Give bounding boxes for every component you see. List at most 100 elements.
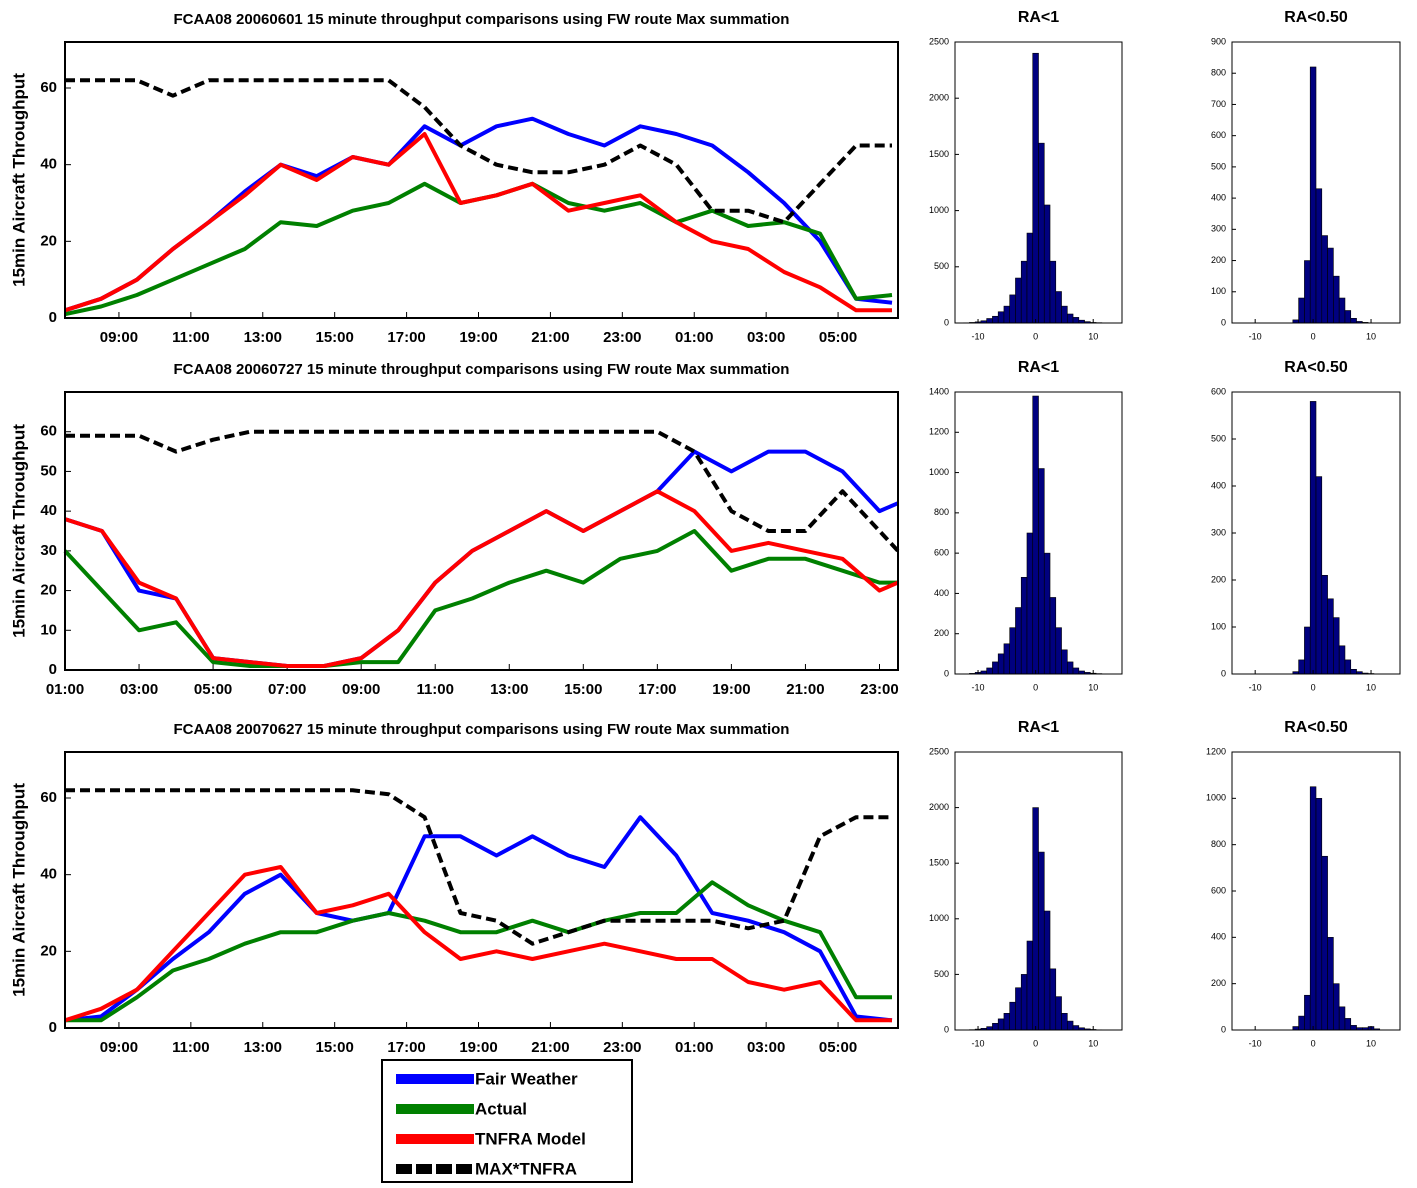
y-tick-label: 40 [40, 866, 57, 883]
y-tick-label: 400 [1211, 192, 1226, 202]
y-tick-label: 800 [1211, 839, 1226, 849]
y-tick-label: 600 [1211, 885, 1226, 895]
bar [987, 668, 993, 674]
bar [987, 319, 993, 323]
bar [1293, 1027, 1299, 1030]
x-tick-label: 21:00 [786, 681, 824, 698]
x-tick-label: 23:00 [860, 681, 898, 698]
bar [1351, 318, 1357, 323]
y-tick-label: 200 [1211, 978, 1226, 988]
x-tick-label: 23:00 [603, 329, 641, 346]
bar [1310, 787, 1316, 1030]
bar [1322, 575, 1328, 674]
bar [1310, 401, 1316, 674]
series-line [65, 790, 892, 943]
y-tick-label: 2500 [929, 746, 949, 756]
y-tick-label: 0 [1221, 1024, 1226, 1034]
bar [1316, 477, 1322, 674]
bar [1299, 660, 1305, 674]
x-tick-label: 11:00 [172, 1039, 210, 1056]
y-tick-label: 0 [49, 309, 57, 326]
y-tick-label: 50 [40, 462, 57, 479]
bar [1073, 668, 1079, 674]
x-tick-label: -10 [972, 331, 985, 341]
x-tick-label: -10 [1249, 682, 1262, 692]
y-tick-label: 40 [40, 156, 57, 173]
chart-title: RA<1 [1018, 719, 1059, 736]
y-tick-label: 1200 [1206, 746, 1226, 756]
bar [1333, 276, 1339, 323]
y-tick-label: 1000 [929, 205, 949, 215]
y-tick-label: 0 [944, 317, 949, 327]
y-tick-label: 60 [40, 789, 57, 806]
bar [1339, 646, 1345, 674]
bar [1010, 295, 1016, 323]
y-tick-label: 0 [1221, 317, 1226, 327]
bar [1021, 577, 1027, 674]
x-tick-label: 0 [1033, 1038, 1038, 1048]
bar [1015, 988, 1021, 1030]
x-tick-label: 05:00 [819, 329, 857, 346]
chart-title: FCAA08 20070627 15 minute throughput com… [174, 721, 790, 738]
x-tick-label: 0 [1033, 682, 1038, 692]
x-tick-label: -10 [972, 682, 985, 692]
x-tick-label: 03:00 [747, 329, 785, 346]
y-tick-label: 0 [944, 668, 949, 678]
x-tick-label: 11:00 [416, 681, 454, 698]
series-line [65, 531, 898, 666]
bar [1339, 1007, 1345, 1030]
x-tick-label: 21:00 [531, 329, 569, 346]
chart-title: RA<0.50 [1284, 9, 1348, 26]
x-tick-label: 01:00 [46, 681, 84, 698]
bar [1299, 298, 1305, 323]
bar [1345, 311, 1351, 323]
x-tick-label: 13:00 [244, 329, 282, 346]
bar [1067, 662, 1073, 674]
y-tick-label: 20 [40, 942, 57, 959]
x-tick-label: 10 [1366, 331, 1376, 341]
bar [1039, 143, 1045, 323]
bar [1339, 298, 1345, 323]
legend-label: TNFRA Model [475, 1129, 586, 1148]
bar [1067, 314, 1073, 323]
bar [1010, 628, 1016, 674]
bar [1050, 597, 1056, 674]
y-tick-label: 20 [40, 232, 57, 249]
bar [1299, 1016, 1305, 1030]
bar [1044, 553, 1050, 674]
y-tick-label: 60 [40, 423, 57, 440]
bar [1056, 997, 1062, 1030]
plot-frame [65, 42, 898, 318]
legend-label: Actual [475, 1099, 527, 1118]
chart-title: RA<0.50 [1284, 719, 1348, 736]
y-tick-label: 2000 [929, 93, 949, 103]
bar [1328, 937, 1334, 1030]
bar [1039, 469, 1045, 674]
series-line [65, 867, 892, 1020]
bar [998, 1019, 1004, 1030]
bar [1351, 669, 1357, 674]
y-tick-label: 400 [1211, 932, 1226, 942]
series-line [65, 184, 892, 314]
legend-label: Fair Weather [475, 1069, 578, 1088]
y-tick-label: 600 [934, 548, 949, 558]
bar [1027, 533, 1033, 674]
bar [1073, 1026, 1079, 1030]
x-tick-label: 05:00 [194, 681, 232, 698]
x-tick-label: 23:00 [603, 1039, 641, 1056]
y-tick-label: 200 [1211, 255, 1226, 265]
bar [1021, 261, 1027, 323]
x-tick-label: 15:00 [564, 681, 602, 698]
bar [1328, 599, 1334, 674]
series-line [65, 119, 892, 311]
y-tick-label: 0 [49, 661, 57, 678]
y-tick-label: 600 [1211, 130, 1226, 140]
y-tick-label: 60 [40, 79, 57, 96]
y-tick-label: 800 [1211, 68, 1226, 78]
x-tick-label: 09:00 [100, 329, 138, 346]
bar [1033, 808, 1039, 1030]
bar [987, 1027, 993, 1030]
bar [992, 1023, 998, 1030]
y-tick-label: 40 [40, 502, 57, 519]
y-tick-label: 20 [40, 582, 57, 599]
